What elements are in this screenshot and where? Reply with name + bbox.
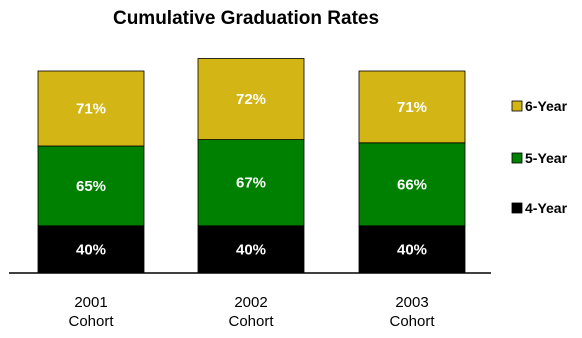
category-labels: 2001 Cohort 2002 Cohort 2003 Cohort — [68, 294, 435, 330]
data-label-5-year-2002: 67% — [236, 175, 266, 192]
data-label-5-year-2001: 65% — [76, 178, 106, 195]
bar-segment-5-year-2001 — [37, 145, 145, 227]
data-label-6-year-2002: 72% — [236, 91, 266, 108]
bar-segment-4-year-2001 — [37, 225, 145, 274]
legend-label-4-year: 4-Year — [525, 200, 568, 216]
bar-segment-6-year-2003 — [358, 70, 466, 144]
chart-title: Cumulative Graduation Rates — [113, 8, 379, 29]
bar-segment-5-year-2003 — [358, 142, 466, 227]
data-label-5-year-2003: 66% — [397, 176, 427, 193]
bar-segment-6-year-2002 — [197, 58, 305, 140]
bar-segment-5-year-2002 — [197, 139, 305, 227]
category-label-2001: 2001 Cohort — [68, 294, 114, 330]
bar-segment-4-year-2002 — [197, 225, 305, 274]
legend: 6-Year 5-Year 4-Year — [511, 98, 568, 216]
data-label-4-year-2002: 40% — [236, 241, 266, 258]
category-label-2002: 2002 Cohort — [228, 294, 274, 330]
legend-label-6-year: 6-Year — [525, 98, 568, 114]
bars-group: 40% 65% 71% 40% 67% 72% 40% 66% 71% — [37, 58, 466, 274]
bar-segment-6-year-2001 — [37, 70, 145, 147]
legend-swatch-6-year — [511, 100, 523, 112]
data-label-6-year-2003: 71% — [397, 99, 427, 116]
data-label-4-year-2003: 40% — [397, 241, 427, 258]
data-label-6-year-2001: 71% — [76, 101, 106, 118]
legend-label-5-year: 5-Year — [525, 150, 568, 166]
legend-swatch-4-year — [511, 202, 523, 214]
category-label-2003: 2003 Cohort — [389, 294, 435, 330]
legend-swatch-5-year — [511, 152, 523, 164]
data-label-4-year-2001: 40% — [76, 241, 106, 258]
